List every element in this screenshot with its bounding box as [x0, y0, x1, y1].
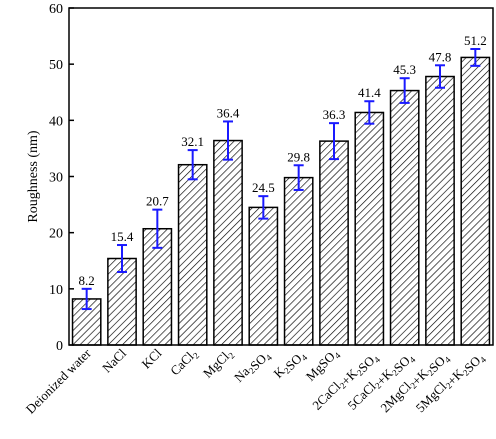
error-bar — [364, 100, 375, 125]
x-axis: Deionized water NaCl KCl CaCl2MgCl2Na2SO4K2… — [23, 345, 489, 417]
y-tick-label: 20 — [49, 227, 63, 242]
x-tick-label: Deionized water — [23, 345, 95, 417]
data-label: 45.3 — [393, 62, 416, 77]
bar — [213, 139, 243, 346]
bar — [283, 176, 314, 346]
y-tick-label: 0 — [56, 339, 63, 354]
value-labels-layer: 8.2 15.4 20.7 32.1 36.4 24.5 29.8 36.3 41.4 45.3 4… — [79, 33, 487, 288]
y-tick-label: 40 — [49, 114, 63, 129]
error-bar — [470, 48, 481, 67]
bar — [248, 206, 279, 346]
data-label: 51.2 — [464, 33, 487, 48]
error-bar — [399, 77, 410, 104]
x-tick-label: Na2SO4 — [231, 345, 274, 388]
bar — [425, 75, 455, 346]
y-axis-label: Roughness (nm) — [26, 130, 41, 223]
error-bar — [117, 244, 127, 273]
error-bar — [187, 149, 198, 181]
y-tick-label: 50 — [49, 58, 63, 73]
x-tick-label: NaCl — [99, 345, 129, 375]
bar — [177, 163, 208, 346]
data-label: 36.3 — [323, 107, 346, 122]
data-label: 8.2 — [79, 273, 95, 288]
y-tick-label: 30 — [49, 171, 63, 186]
data-label: 24.5 — [252, 180, 275, 195]
data-label: 20.7 — [146, 194, 169, 209]
bar — [354, 111, 385, 346]
y-tick-label: 10 — [49, 283, 63, 298]
error-bar — [435, 64, 445, 89]
error-bar — [293, 164, 304, 191]
bar — [389, 89, 420, 346]
x-tick-label: MgSO4 — [303, 345, 343, 385]
x-tick-label: KCl — [139, 345, 165, 371]
x-tick-label: K2SO4 — [270, 345, 309, 384]
data-label: 47.8 — [429, 49, 452, 64]
error-bars-layer — [81, 48, 481, 311]
data-label: 29.8 — [287, 149, 310, 164]
bars-layer — [71, 56, 491, 346]
error-bar — [152, 208, 163, 249]
bar — [460, 56, 491, 346]
y-tick-label: 60 — [49, 2, 63, 17]
data-label: 36.4 — [217, 105, 240, 120]
data-label: 15.4 — [111, 229, 134, 244]
x-tick-label: MgCl2 — [200, 346, 237, 383]
bar — [319, 140, 349, 346]
x-tick-label: CaCl2 — [167, 346, 201, 380]
y-axis: 0 10 20 30 40 50 60 — [49, 2, 74, 354]
data-label: 41.4 — [358, 85, 381, 100]
data-label: 32.1 — [181, 134, 204, 149]
error-bar — [223, 120, 233, 161]
error-bar — [81, 287, 92, 311]
error-bar — [329, 122, 339, 161]
error-bar — [258, 195, 269, 220]
